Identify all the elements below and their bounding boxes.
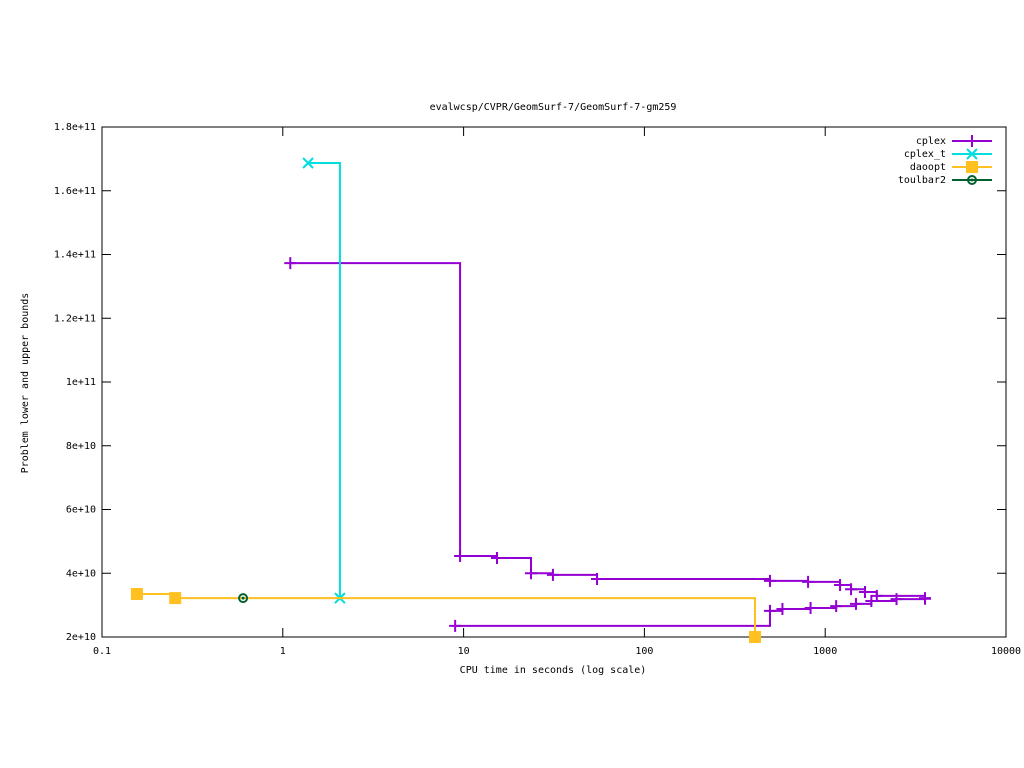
series-line [308, 162, 341, 599]
x-tick-label: 100 [635, 646, 653, 657]
marker-shape [890, 593, 903, 606]
y-tick-label: 1.4e+11 [54, 250, 96, 261]
marker [525, 567, 538, 580]
marker [845, 583, 858, 596]
marker-shape [858, 586, 871, 599]
marker-shape [241, 596, 245, 600]
marker-shape [302, 157, 314, 169]
y-tick-label: 1.6e+11 [54, 186, 96, 197]
marker [748, 631, 761, 643]
marker-shape [449, 619, 462, 632]
y-tick-label: 4e+10 [66, 568, 96, 579]
marker [130, 587, 143, 600]
legend-label: daoopt [910, 162, 946, 173]
marker [546, 568, 559, 581]
marker [763, 604, 776, 617]
marker-shape [967, 175, 977, 185]
plot-frame [101, 126, 1007, 638]
marker [834, 579, 847, 592]
marker-shape [130, 587, 143, 600]
marker [966, 148, 978, 160]
marker-shape [284, 257, 297, 270]
marker-shape [763, 604, 776, 617]
y-tick-label: 8e+10 [66, 441, 96, 452]
marker-shape [763, 574, 776, 587]
marker-shape [970, 178, 974, 182]
marker-shape [776, 602, 789, 615]
marker-shape [966, 148, 978, 160]
marker [865, 594, 878, 607]
marker-shape [834, 579, 847, 592]
legend-label: toulbar2 [898, 175, 946, 186]
marker [967, 175, 977, 185]
marker-shape [748, 631, 761, 643]
marker [169, 592, 182, 605]
marker-shape [849, 597, 862, 610]
marker-shape [845, 583, 858, 596]
marker-shape [830, 600, 843, 613]
y-tick-label: 2e+10 [66, 632, 96, 643]
x-tick-label: 0.1 [93, 646, 111, 657]
y-axis-label: Problem lower and upper bounds [20, 293, 31, 474]
marker-shape [802, 575, 815, 588]
marker [449, 619, 462, 632]
marker-shape [919, 592, 932, 605]
chart-title: evalwcsp/CVPR/GeomSurf-7/GeomSurf-7-gm25… [430, 102, 677, 113]
marker-shape [169, 592, 182, 605]
marker [849, 597, 862, 610]
y-tick-label: 6e+10 [66, 505, 96, 516]
marker [454, 550, 467, 563]
marker [919, 592, 932, 605]
legend-label: cplex_t [904, 149, 946, 160]
marker [830, 600, 843, 613]
x-tick-label: 10 [458, 646, 470, 657]
marker-shape [490, 551, 503, 564]
marker [238, 593, 249, 604]
marker [591, 572, 604, 585]
x-tick-label: 1 [280, 646, 286, 657]
y-tick-label: 1e+11 [66, 377, 96, 388]
x-axis-label: CPU time in seconds (log scale) [460, 665, 647, 676]
legend-label: cplex [916, 136, 946, 147]
marker [870, 589, 883, 602]
marker-shape [546, 568, 559, 581]
marker-shape [238, 593, 249, 604]
marker-shape [870, 589, 883, 602]
marker-shape [804, 601, 817, 614]
marker [802, 575, 815, 588]
marker [858, 586, 871, 599]
marker [890, 593, 903, 606]
marker-shape [865, 594, 878, 607]
marker [966, 161, 978, 173]
marker [302, 157, 314, 169]
marker [776, 602, 789, 615]
marker [763, 574, 776, 587]
marker [804, 601, 817, 614]
marker-shape [966, 161, 978, 173]
series-line [290, 262, 927, 627]
marker-shape [525, 567, 538, 580]
marker [490, 551, 503, 564]
x-tick-label: 10000 [991, 646, 1021, 657]
marker-shape [454, 550, 467, 563]
series-line [136, 592, 756, 637]
x-tick-label: 1000 [813, 646, 837, 657]
marker-shape [591, 572, 604, 585]
marker [966, 135, 978, 147]
marker [284, 257, 297, 270]
y-tick-label: 1.8e+11 [54, 122, 96, 133]
marker-shape [966, 135, 978, 147]
y-tick-label: 1.2e+11 [54, 313, 96, 324]
